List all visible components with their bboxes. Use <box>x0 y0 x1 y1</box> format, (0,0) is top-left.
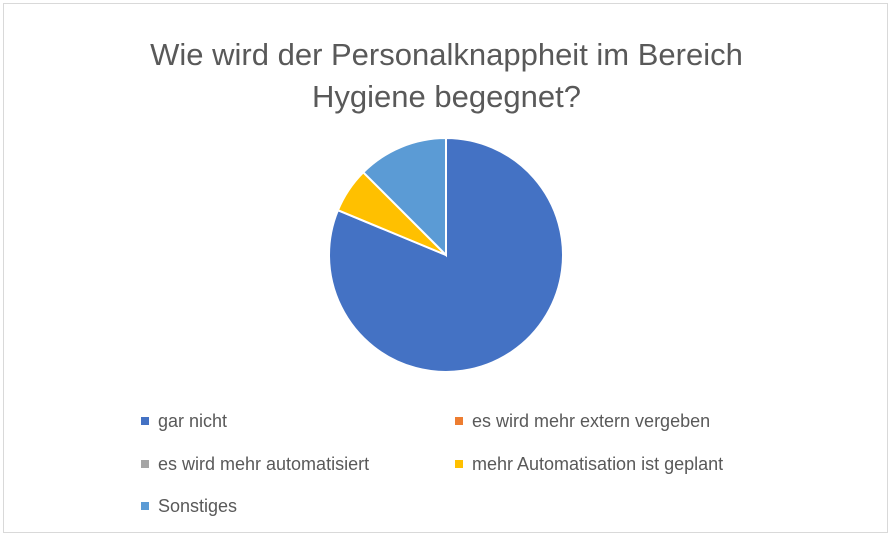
pie-slices <box>328 136 564 373</box>
legend-item-2: es wird mehr automatisiert <box>141 452 369 476</box>
chart-title-line-1: Wie wird der Personalknappheit im Bereic… <box>150 37 743 72</box>
legend-swatch-1 <box>455 417 463 425</box>
legend-swatch-4 <box>141 502 149 510</box>
legend-label-0: gar nicht <box>158 410 228 431</box>
legend-item-4: Sonstiges <box>141 494 237 518</box>
chart-title: Wie wird der Personalknappheit im Bereic… <box>4 34 889 118</box>
legend-swatch-0 <box>141 417 149 425</box>
legend-label-3: mehr Automatisation ist geplant <box>472 453 724 474</box>
legend-label-1: es wird mehr extern vergeben <box>472 410 711 431</box>
chart-frame: Wie wird der Personalknappheit im Bereic… <box>3 3 888 533</box>
chart-legend: gar nicht es wird mehr extern vergeben es … <box>4 4 889 534</box>
pie-slice-0 <box>328 136 564 373</box>
chart-title-line-2: Hygiene begegnet? <box>312 79 581 114</box>
legend-label-2: es wird mehr automatisiert <box>158 453 370 474</box>
pie-slice-4 <box>361 136 447 258</box>
legend-swatch-2 <box>141 460 149 468</box>
pie-chart <box>328 136 564 373</box>
legend-item-3: mehr Automatisation ist geplant <box>455 452 723 476</box>
legend-item-0: gar nicht <box>141 409 227 433</box>
legend-item-1: es wird mehr extern vergeben <box>455 409 710 433</box>
legend-swatch-3 <box>455 460 463 468</box>
legend-label-4: Sonstiges <box>158 495 238 516</box>
